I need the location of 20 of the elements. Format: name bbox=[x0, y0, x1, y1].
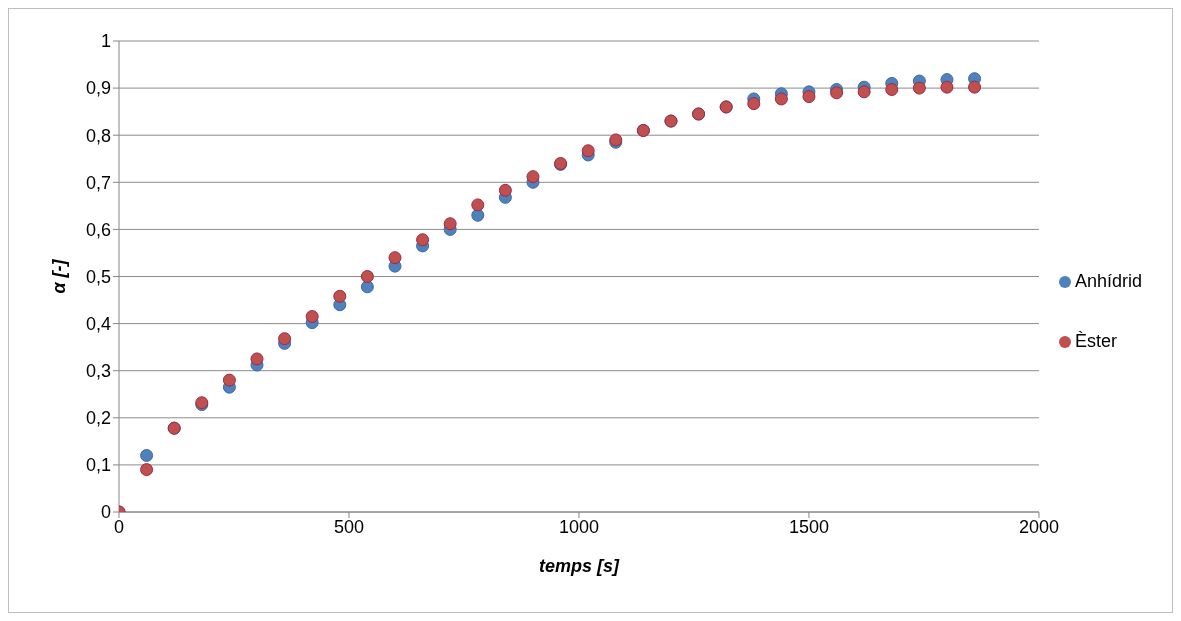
y-tick-label: 0,1 bbox=[85, 455, 111, 476]
x-axis-title: temps [s] bbox=[538, 556, 620, 576]
y-tick-label: 0,7 bbox=[85, 172, 111, 193]
y-tick-label: 0,8 bbox=[85, 125, 111, 146]
legend-label: Anhídrid bbox=[1074, 270, 1142, 291]
y-tick-label: 0,2 bbox=[85, 408, 111, 429]
y-tick-label: 0,4 bbox=[85, 313, 111, 334]
y-tick-label: 0,5 bbox=[85, 266, 111, 287]
x-tick-label: 500 bbox=[333, 516, 365, 537]
y-axis-title: α [-] bbox=[49, 258, 70, 294]
y-tick-label: 0,3 bbox=[85, 361, 111, 382]
y-tick-label: 0,9 bbox=[85, 78, 111, 99]
y-tick-label: 1 bbox=[100, 31, 111, 52]
y-tick-label: 0,6 bbox=[85, 219, 111, 240]
legend-label: Èster bbox=[1074, 330, 1117, 351]
x-tick-label: 2000 bbox=[1018, 516, 1059, 537]
y-tick-label: 0 bbox=[100, 502, 111, 523]
x-tick-label: 1500 bbox=[788, 516, 829, 537]
x-tick-label: 0 bbox=[113, 516, 125, 537]
x-tick-label: 1000 bbox=[558, 516, 599, 537]
